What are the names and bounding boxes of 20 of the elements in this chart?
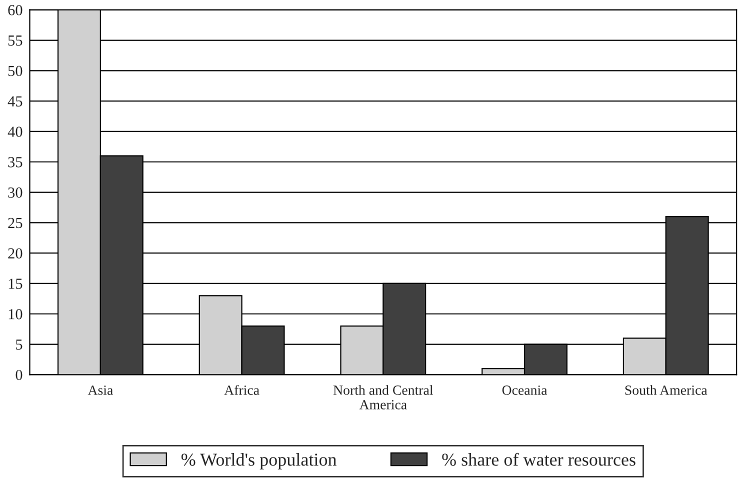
y-tick-label: 10: [8, 309, 22, 320]
y-tick-label: 35: [8, 157, 22, 168]
y-tick-label: 45: [8, 96, 22, 107]
y-tick-label: 0: [16, 370, 22, 380]
x-tick-label: Africa: [224, 384, 260, 395]
y-tick-label: 30: [8, 187, 22, 198]
y-tick-label: 55: [8, 36, 22, 46]
y-tick-label: 50: [8, 66, 22, 76]
y-tick-label: 5: [16, 340, 22, 350]
y-tick-label: 25: [8, 218, 22, 228]
x-tick-label: North and Central America: [333, 385, 434, 410]
legend-label: % share of water resources: [442, 452, 636, 466]
x-tick-label: South America: [625, 385, 708, 395]
y-tick-label: 20: [8, 248, 22, 259]
x-tick-label: Oceania: [502, 386, 548, 395]
y-tick-label: 15: [8, 278, 22, 289]
y-tick-label: 40: [8, 126, 22, 137]
x-tick-label: Asia: [88, 386, 113, 395]
y-tick-label: 60: [8, 5, 22, 16]
legend-label: % World's population: [181, 453, 337, 470]
